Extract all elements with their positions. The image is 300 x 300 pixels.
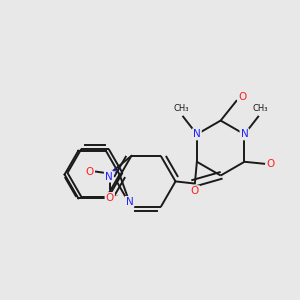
- Text: N: N: [241, 129, 248, 139]
- Text: N: N: [193, 129, 201, 139]
- Text: O: O: [267, 159, 275, 169]
- Text: O: O: [238, 92, 246, 102]
- Text: CH₃: CH₃: [173, 104, 189, 113]
- Text: N: N: [125, 197, 133, 207]
- Text: ⁻: ⁻: [113, 194, 118, 202]
- Text: +: +: [112, 166, 118, 175]
- Text: O: O: [85, 167, 93, 177]
- Text: CH₃: CH₃: [252, 104, 268, 113]
- Text: N: N: [105, 172, 113, 182]
- Text: O: O: [106, 193, 114, 203]
- Text: O: O: [191, 186, 199, 196]
